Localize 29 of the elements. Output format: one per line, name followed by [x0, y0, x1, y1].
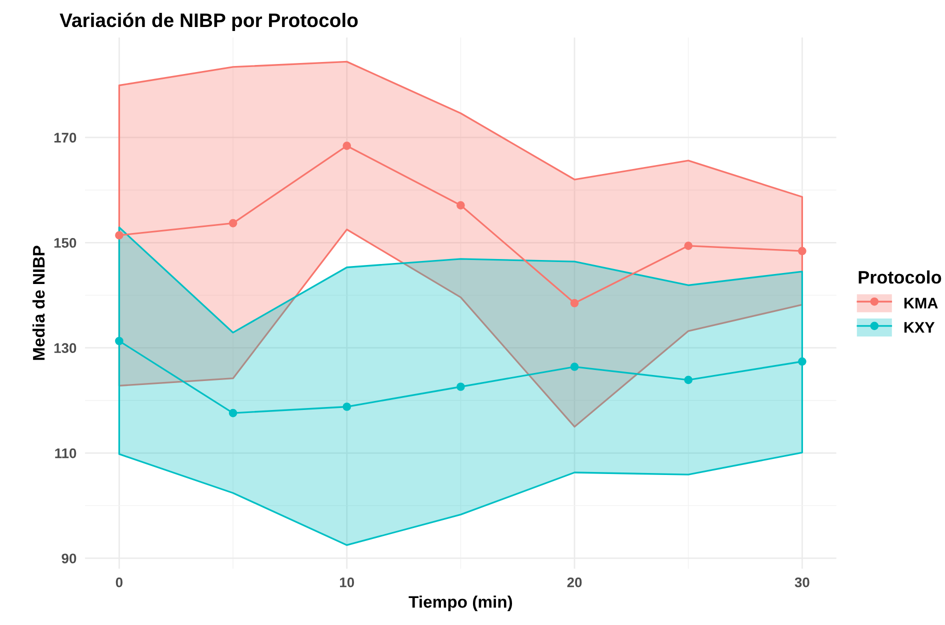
point [342, 142, 352, 150]
point [456, 382, 465, 391]
legend-label: KMA [904, 298, 938, 308]
legend-title: Protocolo [858, 270, 942, 284]
y-tick-label: 110 [55, 448, 76, 458]
point [798, 246, 806, 256]
x-axis-title: Tiempo (min) [408, 596, 512, 612]
point [570, 298, 579, 308]
point [684, 242, 693, 250]
point [798, 357, 806, 366]
point [456, 201, 465, 210]
x-tick-label: 0 [116, 577, 122, 588]
legend-label: KXY [904, 322, 935, 333]
x-tick-label: 30 [794, 577, 810, 588]
point [115, 336, 124, 346]
y-tick-label: 90 [62, 554, 76, 564]
y-tick-label: 130 [54, 343, 76, 354]
x-tick-label: 20 [567, 577, 582, 588]
point [342, 402, 352, 411]
y-axis-title: Media de NIBP [32, 246, 45, 360]
point [570, 362, 579, 371]
chart-title: Variación de NIBP por Protocolo [60, 12, 358, 32]
y-tick-label: 150 [54, 238, 76, 248]
point [228, 408, 238, 418]
point [228, 219, 238, 228]
point [684, 376, 693, 384]
point [115, 231, 124, 240]
y-tick-label: 170 [54, 132, 76, 143]
x-tick-label: 10 [340, 577, 354, 588]
